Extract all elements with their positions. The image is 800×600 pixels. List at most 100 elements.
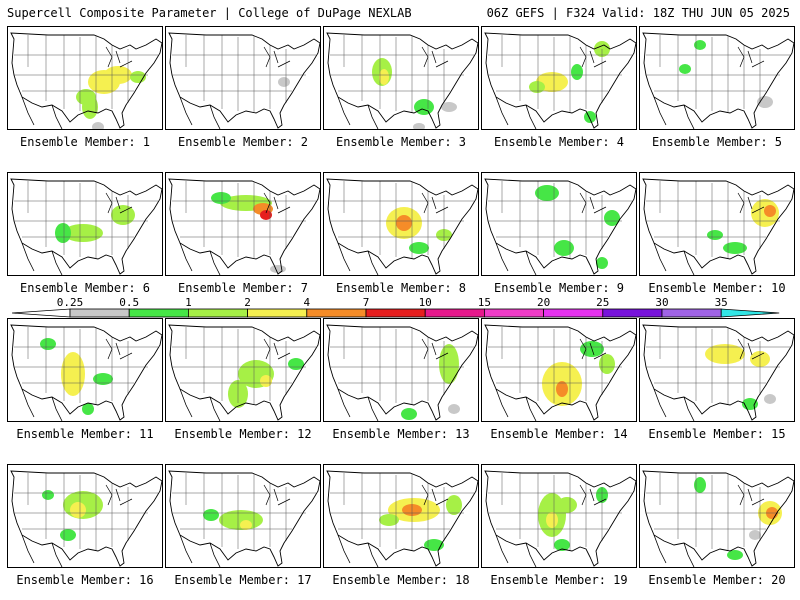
scp-contour-area — [40, 338, 56, 350]
ensemble-member-label: Ensemble Member: 1 — [19, 135, 151, 149]
ensemble-map-panel — [639, 172, 795, 276]
country-outline — [168, 32, 320, 129]
state-boundaries — [646, 181, 790, 258]
country-outline — [168, 470, 320, 567]
ensemble-map-panel — [323, 318, 479, 422]
scp-contour-area — [70, 502, 86, 518]
us-map — [168, 32, 320, 129]
colorbar-tick-label: 20 — [537, 297, 550, 309]
us-map — [642, 324, 794, 421]
ensemble-member-label: Ensemble Member: 10 — [648, 281, 786, 295]
state-boundaries — [172, 473, 316, 550]
ensemble-member-label: Ensemble Member: 20 — [648, 573, 786, 587]
us-map — [326, 470, 478, 567]
mexico-border — [337, 242, 379, 275]
mexico-border — [653, 242, 695, 275]
scp-contour-area — [55, 223, 71, 243]
country-outline — [10, 324, 162, 421]
country-outline — [642, 32, 794, 129]
mexico-border — [495, 534, 537, 567]
scp-contour-area — [240, 520, 252, 530]
country-outline — [326, 32, 478, 129]
us-map — [642, 470, 794, 567]
state-boundaries — [172, 181, 316, 258]
country-outline — [484, 470, 636, 567]
mexico-border — [179, 96, 221, 129]
scp-contour-area — [111, 205, 135, 225]
great-lakes — [737, 192, 765, 214]
scp-contour-area — [92, 122, 104, 129]
scp-contour-area — [604, 210, 620, 226]
colorbar-tick-label: 0.5 — [119, 297, 139, 309]
colorbar-tick-label: 4 — [303, 297, 310, 309]
ensemble-map-panel — [639, 464, 795, 568]
great-lakes — [105, 192, 133, 214]
great-lakes — [421, 192, 449, 214]
colorbar-segment — [720, 308, 780, 318]
country-outline — [642, 178, 794, 275]
valid-time-label: 06Z GEFS | F324 Valid: 18Z THU JUN 05 20… — [486, 6, 790, 20]
country-outline — [10, 32, 162, 129]
ensemble-map-panel — [639, 318, 795, 422]
colorbar-segment — [306, 308, 367, 318]
scp-contour-area — [596, 257, 608, 269]
us-map — [168, 178, 320, 275]
ensemble-map-panel — [323, 172, 479, 276]
us-map — [326, 324, 478, 421]
ensemble-member-label: Ensemble Member: 4 — [493, 135, 625, 149]
figure-title: Supercell Composite Parameter | College … — [7, 6, 412, 20]
us-map — [484, 178, 636, 275]
country-outline — [642, 470, 794, 567]
us-map — [326, 178, 478, 275]
scp-contour-area — [546, 512, 558, 528]
ensemble-map-panel — [7, 464, 163, 568]
great-lakes — [579, 192, 607, 214]
ensemble-member-label: Ensemble Member: 6 — [19, 281, 151, 295]
scp-contour-area — [723, 242, 747, 254]
scp-contour-area — [441, 102, 457, 112]
mexico-border — [495, 242, 537, 275]
ensemble-member-label: Ensemble Member: 3 — [335, 135, 467, 149]
great-lakes — [421, 484, 449, 506]
us-map — [642, 32, 794, 129]
country-outline — [484, 324, 636, 421]
mexico-border — [21, 534, 63, 567]
colorbar-segment — [247, 308, 308, 318]
great-lakes — [579, 338, 607, 360]
ensemble-member-label: Ensemble Member: 17 — [174, 573, 312, 587]
mexico-border — [653, 534, 695, 567]
state-boundaries — [330, 181, 474, 258]
ensemble-map-panel — [7, 318, 163, 422]
state-boundaries — [330, 35, 474, 112]
colorbar-segment — [128, 308, 189, 318]
colorbar-tick-label: 30 — [655, 297, 668, 309]
ensemble-map-panel — [7, 172, 163, 276]
us-map — [484, 324, 636, 421]
ensemble-map-panel — [323, 26, 479, 130]
scp-contour-area — [679, 64, 691, 74]
scp-contour-area — [705, 344, 745, 364]
us-map — [484, 470, 636, 567]
state-boundaries — [646, 327, 790, 404]
colorbar-tick-label: 0.25 — [57, 297, 84, 309]
scp-contour-area — [707, 230, 723, 240]
state-boundaries — [330, 327, 474, 404]
scp-contour-area — [694, 40, 706, 50]
scp-contour-area — [260, 210, 272, 220]
us-map — [484, 32, 636, 129]
colorbar-segment — [69, 308, 130, 318]
ensemble-map-panel — [165, 464, 321, 568]
ensemble-member-label: Ensemble Member: 11 — [16, 427, 154, 441]
scp-contour-area — [93, 373, 113, 385]
great-lakes — [579, 484, 607, 506]
scp-contour-area — [694, 477, 706, 493]
scp-contour-area — [82, 403, 94, 415]
us-map — [10, 324, 162, 421]
scp-contour-area — [727, 550, 743, 560]
us-map — [168, 324, 320, 421]
ensemble-map-panel — [165, 172, 321, 276]
country-outline — [484, 178, 636, 275]
great-lakes — [737, 484, 765, 506]
ensemble-member-label: Ensemble Member: 13 — [332, 427, 470, 441]
mexico-border — [337, 388, 379, 421]
